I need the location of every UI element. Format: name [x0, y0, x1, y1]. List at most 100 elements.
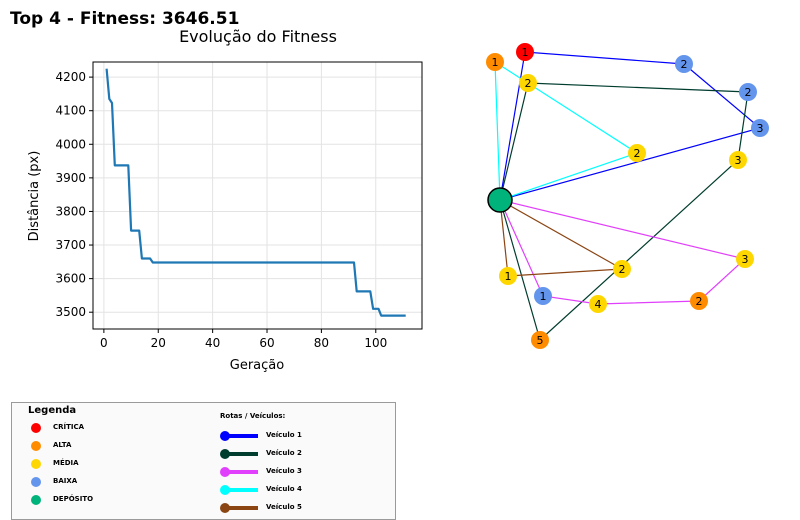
legend-vehicle-marker	[220, 485, 230, 495]
route-node-label: 2	[696, 295, 703, 308]
route-node: 4	[589, 295, 607, 313]
route-node-label: 5	[537, 334, 544, 347]
legend-vehicle-label: Veículo 3	[266, 467, 302, 475]
x-axis-label: Geração	[230, 358, 284, 373]
route-node-label: 3	[735, 154, 742, 167]
x-tick-label: 100	[364, 336, 387, 350]
plot-frame	[92, 61, 423, 330]
route-node-label: 1	[505, 270, 512, 283]
route-map: 1 2 3 1 2 2 3 5 2 3 2 4 1 1 2	[486, 43, 769, 349]
legend-vehicle-label: Veículo 4	[266, 485, 302, 493]
x-tick-label: 80	[314, 336, 329, 350]
route-node-marker	[751, 119, 769, 137]
x-tick-label: 60	[259, 336, 274, 350]
chart-series	[105, 68, 406, 317]
y-tick-label: 4100	[55, 104, 86, 118]
legend-box: Legenda CRÍTICA ALTA MÉDIA BAIXA DEPÓSITO Ro…	[11, 402, 396, 520]
route-node-marker	[516, 43, 534, 61]
y-tick-label: 3500	[55, 305, 86, 319]
legend-priority-swatch	[31, 441, 41, 451]
route-line-vehicle-3	[499, 199, 747, 305]
legend-title: Legenda	[28, 405, 77, 416]
legend-vehicle-swatch	[220, 503, 258, 513]
route-line-vehicle-4	[494, 60, 639, 201]
y-axis-label: Distância (px)	[27, 151, 42, 242]
route-node: 5	[531, 331, 549, 349]
route-nodes: 1 2 3 1 2 2 3 5 2 3 2 4 1 1 2	[486, 43, 769, 349]
route-node-label: 2	[745, 86, 752, 99]
legend-priority-swatch	[31, 495, 41, 505]
legend-priority-label: MÉDIA	[53, 459, 79, 467]
route-node-label: 2	[681, 58, 688, 71]
legend-priority-swatch	[31, 477, 41, 487]
y-tick-label: 4200	[55, 70, 86, 84]
route-node: 1	[499, 267, 517, 285]
fitness-series-line	[105, 68, 406, 317]
legend-vehicle-marker	[220, 503, 230, 513]
route-node-marker	[486, 53, 504, 71]
route-node-label: 2	[634, 147, 641, 160]
route-node-marker	[729, 151, 747, 169]
route-node-label: 4	[595, 298, 602, 311]
y-tick-label: 3800	[55, 204, 86, 218]
route-line-vehicle-2	[499, 82, 749, 342]
legend-priority-swatch	[31, 423, 41, 433]
page-title: Top 4 - Fitness: 3646.51	[10, 9, 240, 29]
route-node: 2	[675, 55, 693, 73]
legend-vehicle-swatch	[220, 467, 258, 477]
y-tick-label: 4000	[55, 137, 86, 151]
x-tick-label: 20	[151, 336, 166, 350]
route-node: 2	[690, 292, 708, 310]
route-node-label: 1	[540, 290, 547, 303]
x-tick-label: 0	[100, 336, 108, 350]
legend-vehicle-marker	[220, 431, 230, 441]
legend-vehicle-marker	[220, 467, 230, 477]
route-node-marker	[628, 144, 646, 162]
route-node-label: 2	[619, 263, 626, 276]
x-tick-label: 40	[205, 336, 220, 350]
depot-marker	[487, 187, 513, 213]
route-node: 2	[739, 83, 757, 101]
y-tick-label: 3700	[55, 238, 86, 252]
route-node: 1	[516, 43, 534, 61]
route-node-marker	[739, 83, 757, 101]
legend-priority-label: CRÍTICA	[53, 423, 85, 431]
route-node: 1	[486, 53, 504, 71]
route-node-marker	[675, 55, 693, 73]
chart-title: Evolução do Fitness	[179, 27, 337, 46]
legend-vehicle-label: Veículo 2	[266, 449, 302, 457]
route-node-label: 1	[492, 56, 499, 69]
legend-priority-label: BAIXA	[53, 477, 78, 485]
fitness-line-chart: Evolução do Fitness 0 20 40 60 80 100 3500 3600…	[27, 27, 423, 373]
route-node: 2	[628, 144, 646, 162]
route-node-label: 3	[742, 253, 749, 266]
legend-priority-swatch	[31, 459, 41, 469]
route-node: 3	[751, 119, 769, 137]
route-node-marker	[613, 260, 631, 278]
route-node-marker	[736, 250, 754, 268]
route-node-marker	[589, 295, 607, 313]
route-node-marker	[531, 331, 549, 349]
chart-grid	[93, 62, 422, 329]
routes-legend-title: Rotas / Veículos:	[220, 412, 286, 420]
route-node: 2	[613, 260, 631, 278]
route-node: 3	[729, 151, 747, 169]
legend-vehicle-swatch	[220, 485, 258, 495]
y-tick-label: 3600	[55, 272, 86, 286]
route-node-label: 3	[757, 122, 764, 135]
route-node-label: 1	[522, 46, 529, 59]
route-node: 2	[519, 74, 537, 92]
route-node-marker	[499, 267, 517, 285]
legend-vehicle-label: Veículo 1	[266, 431, 302, 439]
route-node-marker	[534, 287, 552, 305]
legend-priority-label: ALTA	[53, 441, 72, 449]
chart-axes: 0 20 40 60 80 100 3500 3600 3700 3800 3900 4000 4100…	[55, 70, 387, 350]
route-node: 1	[534, 287, 552, 305]
route-node-label: 2	[525, 77, 532, 90]
route-node: 3	[736, 250, 754, 268]
route-node-marker	[519, 74, 537, 92]
legend-vehicle-marker	[220, 449, 230, 459]
route-node-marker	[690, 292, 708, 310]
legend-vehicle-swatch	[220, 431, 258, 441]
legend-vehicle-swatch	[220, 449, 258, 459]
